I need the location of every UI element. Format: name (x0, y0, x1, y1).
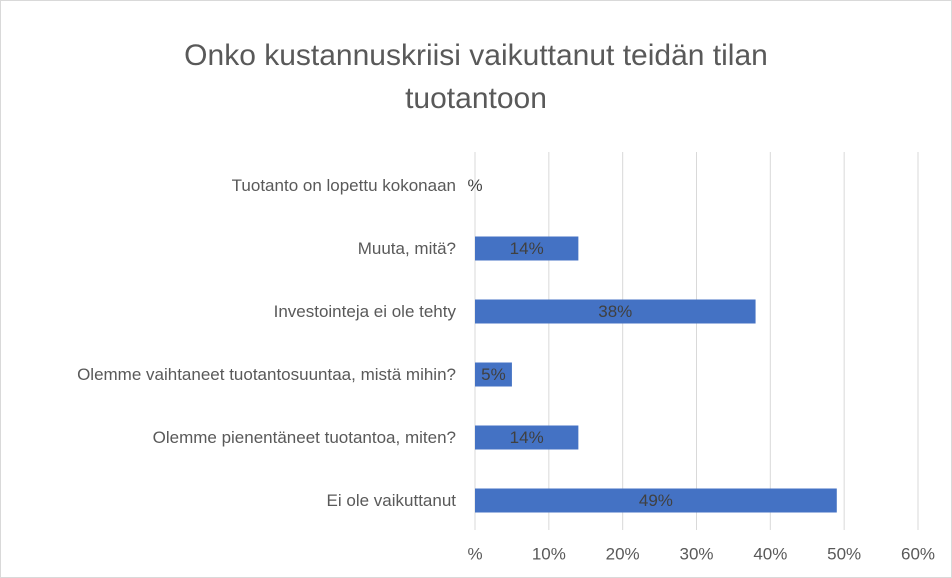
data-label: 5% (481, 365, 506, 384)
category-label-box: Tuotanto on lopettu kokonaan (20, 156, 456, 216)
data-label: 14% (510, 428, 544, 447)
chart-title: Onko kustannuskriisi vaikuttanut teidän … (184, 39, 768, 115)
data-label: 49% (639, 491, 673, 510)
x-tick-label: 20% (606, 544, 640, 563)
bar (475, 236, 579, 261)
data-label: 14% (510, 239, 544, 258)
x-tick-label: 60% (901, 544, 935, 563)
category-label-box: Ei ole vaikuttanut (20, 471, 456, 531)
x-tick-label: 30% (679, 544, 713, 563)
category-label: Olemme vaihtaneet tuotantosuuntaa, mistä… (77, 364, 456, 384)
category-label: Tuotanto on lopettu kokonaan (231, 175, 456, 195)
category-label: Investointeja ei ole tehty (273, 301, 456, 321)
data-label: 38% (598, 302, 632, 321)
x-tick-label: 50% (827, 544, 861, 563)
x-tick-label: 10% (532, 544, 566, 563)
category-label: Olemme pienentäneet tuotantoa, miten? (152, 427, 456, 447)
category-label-box: Muuta, mitä? (20, 219, 456, 279)
x-tick-label: 40% (753, 544, 787, 563)
category-label: Ei ole vaikuttanut (326, 490, 456, 510)
bar (475, 299, 756, 324)
category-label-box: Olemme vaihtaneet tuotantosuuntaa, mistä… (20, 345, 456, 405)
category-label-box: Investointeja ei ole tehty (20, 282, 456, 342)
x-tick-label: % (467, 544, 482, 563)
data-label: % (467, 176, 482, 195)
bar (475, 425, 579, 450)
category-label-box: Olemme pienentäneet tuotantoa, miten? (20, 408, 456, 468)
category-label: Muuta, mitä? (357, 238, 456, 258)
bar (475, 488, 837, 513)
bar (475, 362, 512, 387)
